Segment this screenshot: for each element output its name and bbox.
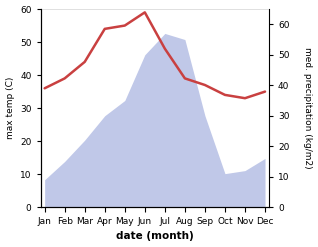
Y-axis label: med. precipitation (kg/m2): med. precipitation (kg/m2) bbox=[303, 47, 313, 169]
Y-axis label: max temp (C): max temp (C) bbox=[5, 77, 15, 139]
X-axis label: date (month): date (month) bbox=[116, 231, 194, 242]
